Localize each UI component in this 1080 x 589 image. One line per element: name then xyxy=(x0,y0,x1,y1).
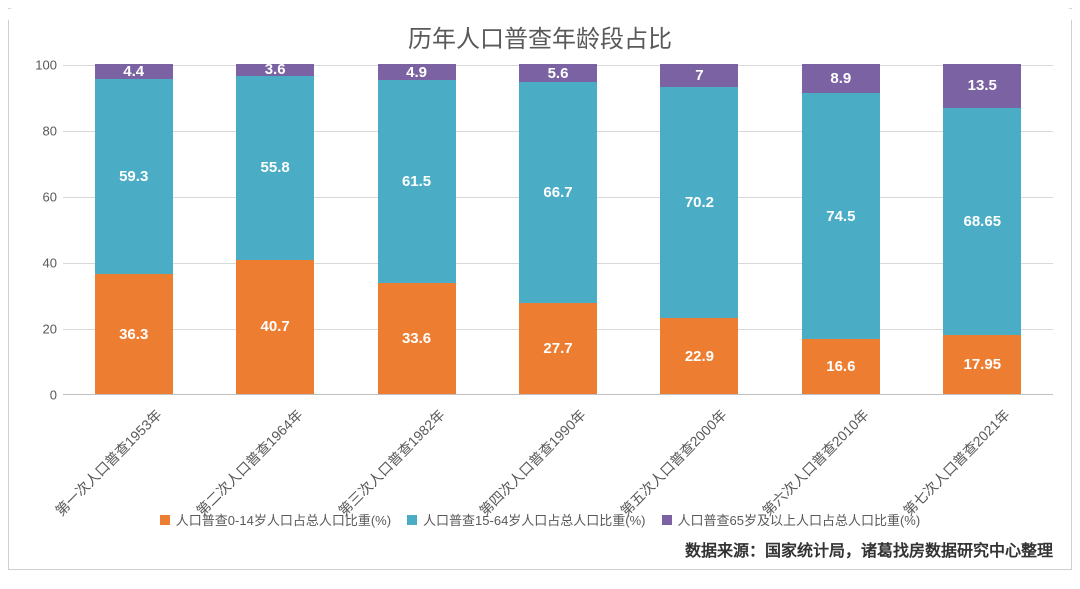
y-tick-label: 100 xyxy=(27,58,57,73)
bar-segment: 16.6 xyxy=(802,339,880,394)
bar-group: 27.7 66.7 5.6 xyxy=(519,64,597,394)
bar-segment: 13.5 xyxy=(943,64,1021,109)
bar-value-label: 27.7 xyxy=(543,340,572,357)
bar-value-label: 70.2 xyxy=(685,194,714,211)
bar-segment: 70.2 xyxy=(660,87,738,319)
chart-container: 历年人口普查年龄段占比 0 20 40 60 80 100 36.3 59.3 4.4 40.7 5… xyxy=(8,8,1072,570)
bar-value-label: 4.4 xyxy=(123,63,144,80)
y-tick-label: 20 xyxy=(27,322,57,337)
bar-segment: 7 xyxy=(660,64,738,87)
bar-group: 36.3 59.3 4.4 xyxy=(95,64,173,394)
legend-item-2: 人口普查65岁及以上人口占总人口比重(%) xyxy=(662,510,921,529)
y-tick-label: 60 xyxy=(27,190,57,205)
bar-value-label: 68.65 xyxy=(964,213,1002,230)
bar-segment: 61.5 xyxy=(378,80,456,283)
bar-segment: 4.9 xyxy=(378,64,456,80)
bar-value-label: 33.6 xyxy=(402,330,431,347)
bar-segment: 68.65 xyxy=(943,108,1021,335)
bar-value-label: 61.5 xyxy=(402,173,431,190)
bar-segment: 17.95 xyxy=(943,335,1021,394)
source-line: 数据来源：国家统计局，诸葛找房数据研究中心整理 xyxy=(685,537,1053,561)
bar-segment: 59.3 xyxy=(95,79,173,275)
y-tick-label: 80 xyxy=(27,124,57,139)
bar-segment: 27.7 xyxy=(519,303,597,394)
bar-segment: 33.6 xyxy=(378,283,456,394)
bar-segment: 3.6 xyxy=(236,64,314,76)
bar-segment: 74.5 xyxy=(802,93,880,339)
bar-segment: 55.8 xyxy=(236,76,314,260)
bar-value-label: 4.9 xyxy=(406,64,427,81)
plot-area: 02040608010036.359.34.440.755.83.633.661… xyxy=(63,65,1053,395)
y-tick-label: 40 xyxy=(27,256,57,271)
bar-value-label: 36.3 xyxy=(119,326,148,343)
bar-group: 17.95 68.65 13.5 xyxy=(943,64,1021,394)
bar-segment: 66.7 xyxy=(519,82,597,302)
bar-group: 16.6 74.5 8.9 xyxy=(802,64,880,394)
bar-value-label: 66.7 xyxy=(543,184,572,201)
bar-value-label: 8.9 xyxy=(830,70,851,87)
bar-value-label: 22.9 xyxy=(685,348,714,365)
bar-value-label: 40.7 xyxy=(261,318,290,335)
bar-segment: 5.6 xyxy=(519,64,597,82)
bar-value-label: 74.5 xyxy=(826,208,855,225)
bar-group: 40.7 55.8 3.6 xyxy=(236,64,314,394)
legend-label-2: 人口普查65岁及以上人口占总人口比重(%) xyxy=(678,510,921,529)
bar-value-label: 16.6 xyxy=(826,358,855,375)
bar-segment: 4.4 xyxy=(95,64,173,79)
bar-segment: 40.7 xyxy=(236,260,314,394)
bar-value-label: 3.6 xyxy=(265,61,286,78)
bar-segment: 8.9 xyxy=(802,64,880,93)
legend-swatch-1 xyxy=(407,515,417,525)
chart-title: 历年人口普查年龄段占比 xyxy=(9,9,1071,60)
bar-value-label: 17.95 xyxy=(964,356,1002,373)
legend-swatch-0 xyxy=(160,515,170,525)
bar-value-label: 55.8 xyxy=(261,159,290,176)
bar-value-label: 7 xyxy=(695,67,703,84)
bar-value-label: 13.5 xyxy=(968,77,997,94)
bar-group: 33.6 61.5 4.9 xyxy=(378,64,456,394)
bar-segment: 36.3 xyxy=(95,274,173,394)
legend-swatch-2 xyxy=(662,515,672,525)
bar-value-label: 59.3 xyxy=(119,168,148,185)
bar-group: 22.9 70.2 7 xyxy=(660,64,738,394)
bar-segment: 22.9 xyxy=(660,318,738,394)
bar-value-label: 5.6 xyxy=(548,65,569,82)
y-tick-label: 0 xyxy=(27,388,57,403)
